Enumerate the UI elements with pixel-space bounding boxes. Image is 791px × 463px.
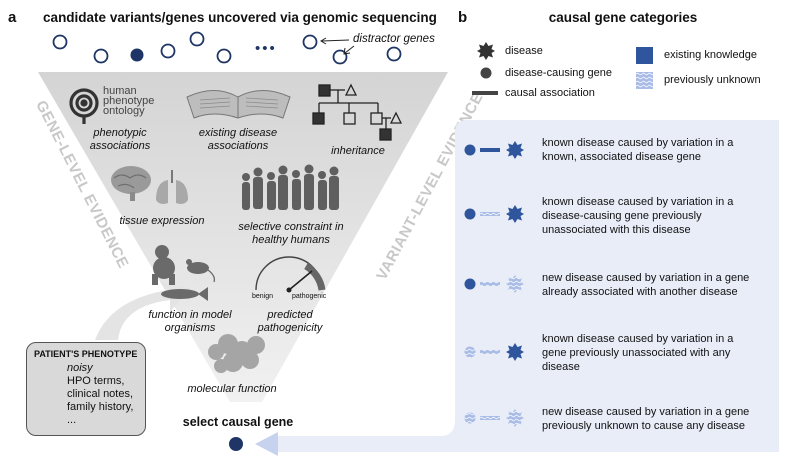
cat3-gene-icon (464, 278, 476, 290)
legend-association-label: causal association (505, 87, 595, 99)
cat2-gene-icon (464, 208, 476, 220)
category-4-description: known disease caused by variation in a g… (542, 332, 777, 374)
candidate-circle (386, 46, 402, 62)
patient-phenotype-title: PATIENT'S PHENOTYPE (34, 349, 138, 359)
evidence-funnel (38, 72, 448, 402)
hpo-logo-line: ontology (103, 105, 145, 117)
patient-phenotype-details: noisy HPO terms, clinical notes, family … (67, 362, 133, 427)
molecule-icon (208, 334, 265, 373)
ellipsis: ••• (255, 40, 277, 57)
category-line: disease (542, 361, 580, 373)
panel-a-letter: a (8, 9, 17, 26)
gene-dot-legend-icon (480, 67, 492, 79)
model-organisms-label: function in model organisms (148, 309, 232, 334)
previously-unknown-swatch (636, 72, 653, 89)
phenotypic-associations-label: phenotypic associations (89, 127, 151, 152)
selected-gene-circle (229, 437, 243, 451)
association-bar-legend-icon (472, 91, 498, 95)
book-icon (186, 90, 291, 119)
molecular-function-label: molecular function (187, 383, 277, 395)
category-line: already associated with another disease (542, 286, 738, 298)
cat4-gene-icon (464, 346, 476, 358)
disease-star-legend-icon (477, 42, 495, 60)
legend-gene-label: disease-causing gene (505, 67, 613, 79)
gauge-benign-label: benign (252, 293, 274, 300)
legend-existing-knowledge-label: existing knowledge (664, 49, 757, 61)
category-line: new disease caused by variation in a gen… (542, 406, 750, 418)
selective-constraint-label: selective constraint in healthy humans (238, 221, 344, 246)
crowd-icon (242, 164, 339, 210)
phenotype-item: clinical notes, (67, 388, 134, 400)
legend-previously-unknown-label: previously unknown (664, 74, 761, 86)
category-2-description: known disease caused by variation in a d… (542, 195, 777, 237)
causal-candidate-circle (130, 48, 144, 62)
tissue-expression-label: tissue expression (119, 215, 205, 227)
cat5-association-icon (480, 416, 500, 420)
cat3-association-icon (480, 282, 500, 286)
existing-knowledge-swatch (636, 47, 653, 64)
fish-icon (161, 287, 208, 301)
candidate-circle (302, 34, 318, 50)
hpo-logo-icon (69, 88, 99, 124)
patient-phenotype-box (26, 342, 146, 436)
category-line: known, associated disease gene (542, 151, 701, 163)
category-line: known disease caused by variation in a (542, 196, 734, 208)
pedigree-icon (312, 83, 403, 141)
category-5-description: new disease caused by variation in a gen… (542, 405, 782, 433)
phenotype-item: family history, (67, 401, 134, 413)
predicted-pathogenicity-label: predicted pathogenicity (257, 309, 323, 334)
cat1-association-icon (480, 148, 500, 152)
cat1-gene-icon (464, 144, 476, 156)
select-causal-gene-label: select causal gene (182, 415, 294, 429)
gauge-pathogenic-label: pathogenic (292, 293, 327, 300)
panel-a-title: candidate variants/genes uncovered via g… (43, 10, 437, 25)
cat5-gene-icon (464, 412, 476, 424)
mouse-icon (186, 259, 216, 283)
category-line: gene previously unassociated with any (542, 347, 731, 359)
pathogenicity-gauge-icon (255, 256, 326, 293)
inheritance-label: inheritance (331, 145, 385, 157)
primate-icon (152, 245, 175, 285)
candidate-circle (93, 48, 109, 64)
candidate-circle (216, 48, 232, 64)
existing-disease-associations-label: existing disease associations (198, 127, 278, 152)
legend-disease-label: disease (505, 45, 543, 57)
hpo-logo-line: human (103, 85, 137, 97)
category-line: disease-causing gene previously (542, 210, 702, 222)
category-line: previously unknown to cause any disease (542, 420, 746, 432)
panel-b-title: causal gene categories (548, 10, 698, 25)
lungs-icon (156, 170, 188, 204)
candidate-circle (189, 31, 205, 47)
category-line: known disease caused by variation in a (542, 137, 734, 149)
candidate-circle (160, 43, 176, 59)
category-line: known disease caused by variation in a (542, 333, 734, 345)
distractor-genes-label: distractor genes (353, 33, 435, 45)
cat2-association-icon (480, 212, 500, 216)
candidate-circle (52, 34, 68, 50)
phenotype-item: ... (67, 414, 77, 426)
candidate-gene-circles (52, 31, 402, 65)
hpo-logo-text: human phenotype ontology (103, 85, 155, 117)
cat4-association-icon (480, 350, 500, 354)
category-line: new disease caused by variation in a gen… (542, 272, 750, 284)
panel-b-letter: b (458, 9, 468, 26)
candidate-circle (332, 49, 348, 65)
brain-icon (111, 166, 151, 201)
phenotype-item: HPO terms, (67, 375, 125, 387)
phenotype-noisy-label: noisy (67, 362, 93, 374)
category-line: unassociated with this disease (542, 224, 691, 236)
category-3-description: new disease caused by variation in a gen… (542, 271, 782, 299)
hpo-logo-line: phenotype (103, 95, 155, 107)
panel-a-graphics (38, 31, 448, 451)
categories-panel-arrowhead (255, 432, 278, 456)
category-1-description: known disease caused by variation in a k… (542, 136, 777, 164)
